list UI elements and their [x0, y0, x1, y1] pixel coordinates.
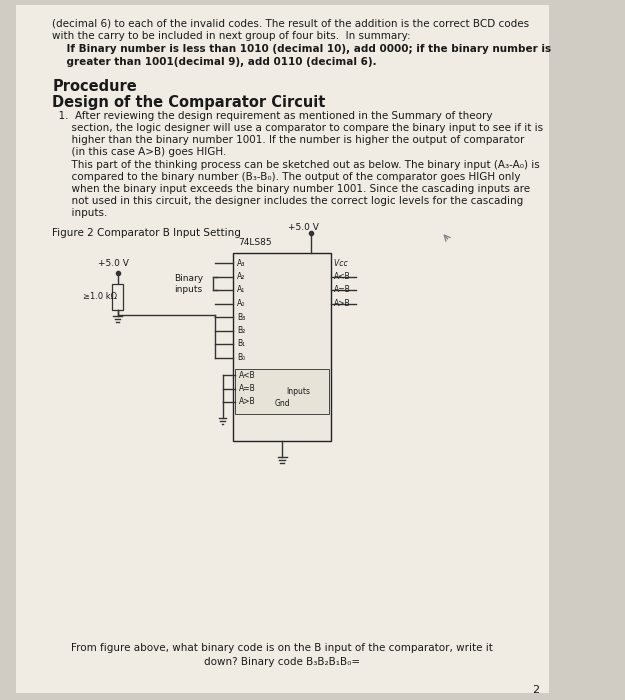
Text: A>B: A>B — [239, 398, 256, 407]
FancyBboxPatch shape — [16, 5, 549, 693]
Text: A<B: A<B — [334, 272, 351, 281]
Text: (decimal 6) to each of the invalid codes. The result of the addition is the corr: (decimal 6) to each of the invalid codes… — [52, 18, 529, 28]
Text: B₂: B₂ — [237, 326, 245, 335]
Text: A₃: A₃ — [237, 258, 246, 267]
Text: This part of the thinking process can be sketched out as below. The binary input: This part of the thinking process can be… — [52, 160, 540, 170]
Text: A₂: A₂ — [237, 272, 246, 281]
Text: A=B: A=B — [239, 384, 256, 393]
Text: Binary: Binary — [174, 274, 203, 283]
FancyBboxPatch shape — [112, 284, 123, 309]
Text: compared to the binary number (B₃-B₀). The output of the comparator goes HIGH on: compared to the binary number (B₃-B₀). T… — [52, 172, 521, 182]
Text: 1.  After reviewing the design requirement as mentioned in the Summary of theory: 1. After reviewing the design requiremen… — [52, 111, 493, 121]
FancyBboxPatch shape — [235, 369, 329, 414]
Text: section, the logic designer will use a comparator to compare the binary input to: section, the logic designer will use a c… — [52, 123, 544, 133]
Text: A₁: A₁ — [237, 286, 245, 295]
Text: higher than the binary number 1001. If the number is higher the output of compar: higher than the binary number 1001. If t… — [52, 135, 525, 145]
Text: 2: 2 — [532, 685, 539, 695]
Text: B₁: B₁ — [237, 340, 245, 349]
Text: Inputs: Inputs — [287, 386, 311, 395]
Text: with the carry to be included in next group of four bits.  In summary:: with the carry to be included in next gr… — [52, 31, 411, 41]
Text: A=B: A=B — [334, 286, 351, 295]
Text: A<B: A<B — [239, 370, 256, 379]
Text: Figure 2 Comparator B Input Setting: Figure 2 Comparator B Input Setting — [52, 228, 241, 238]
Text: Procedure: Procedure — [52, 79, 138, 94]
Text: B₃: B₃ — [237, 312, 245, 321]
Text: From figure above, what binary code is on the B input of the comparator, write i: From figure above, what binary code is o… — [71, 643, 493, 653]
Text: If Binary number is less than 1010 (decimal 10), add 0000; if the binary number : If Binary number is less than 1010 (deci… — [52, 44, 552, 54]
Text: not used in this circuit, the designer includes the correct logic levels for the: not used in this circuit, the designer i… — [52, 196, 524, 206]
Text: inputs: inputs — [174, 285, 202, 294]
Text: +5.0 V: +5.0 V — [289, 223, 319, 232]
Text: greater than 1001(decimal 9), add 0110 (decimal 6).: greater than 1001(decimal 9), add 0110 (… — [52, 57, 377, 67]
FancyBboxPatch shape — [233, 253, 331, 441]
Text: B₀: B₀ — [237, 353, 245, 362]
Text: when the binary input exceeds the binary number 1001. Since the cascading inputs: when the binary input exceeds the binary… — [52, 184, 531, 194]
Text: down? Binary code B₃B₂B₁B₀=: down? Binary code B₃B₂B₁B₀= — [204, 657, 360, 667]
Text: (in this case A>B) goes HIGH.: (in this case A>B) goes HIGH. — [52, 147, 227, 157]
Text: A>B: A>B — [334, 299, 351, 308]
Text: Design of the Comparator Circuit: Design of the Comparator Circuit — [52, 95, 326, 110]
Text: Gnd: Gnd — [275, 399, 291, 408]
Text: 74LS85: 74LS85 — [238, 238, 271, 247]
Text: ≥1.0 kΩ: ≥1.0 kΩ — [83, 292, 118, 301]
Text: V⁣cc: V⁣cc — [334, 258, 348, 267]
Text: inputs.: inputs. — [52, 208, 108, 218]
Text: A₀: A₀ — [237, 299, 246, 308]
Text: +5.0 V: +5.0 V — [98, 260, 129, 269]
